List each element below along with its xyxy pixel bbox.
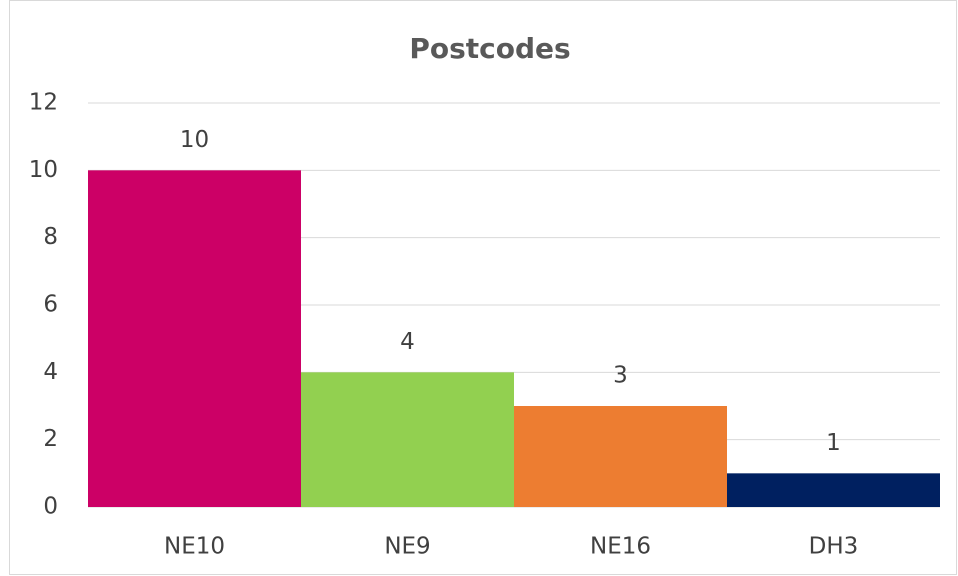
y-tick-label: 4 xyxy=(43,359,58,385)
x-tick-label: NE16 xyxy=(590,534,651,560)
bar xyxy=(88,170,301,508)
data-label: 3 xyxy=(613,363,628,389)
x-tick-label: NE9 xyxy=(384,534,430,560)
x-tick-label: NE10 xyxy=(164,534,225,560)
y-tick-label: 0 xyxy=(43,494,58,520)
y-tick-label: 10 xyxy=(29,157,58,183)
x-tick-label: DH3 xyxy=(809,534,859,560)
y-tick-label: 2 xyxy=(43,426,58,452)
data-label: 10 xyxy=(180,127,209,153)
y-tick-label: 12 xyxy=(29,90,58,116)
data-label: 1 xyxy=(826,430,841,456)
y-tick-label: 6 xyxy=(43,292,58,318)
bar xyxy=(514,406,727,507)
y-tick-label: 8 xyxy=(43,224,58,250)
bar xyxy=(727,473,940,507)
chart-title: Postcodes xyxy=(409,32,570,65)
bar xyxy=(301,372,514,507)
data-label: 4 xyxy=(400,329,415,355)
